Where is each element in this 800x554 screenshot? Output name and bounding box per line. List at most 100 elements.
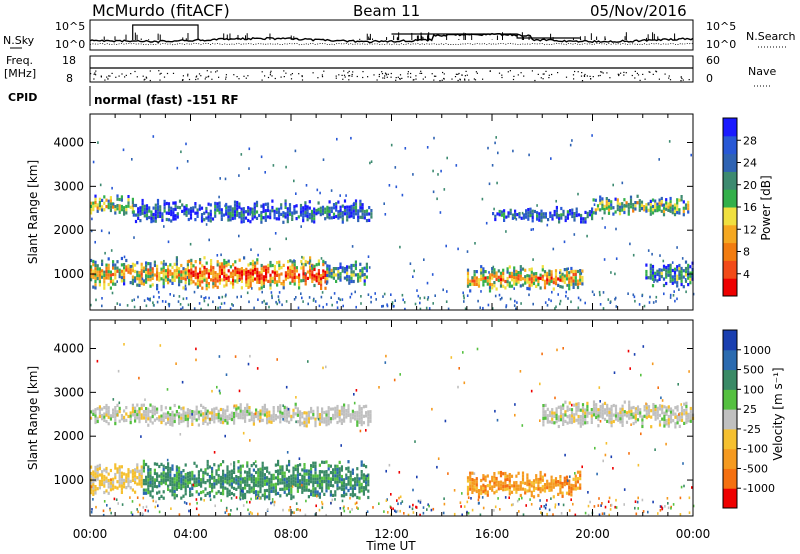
scatter-echo (419, 301, 421, 305)
echo-cell (123, 266, 126, 270)
scatter-echo (276, 302, 278, 306)
echo-cell (582, 220, 585, 224)
echo-cell (277, 214, 281, 218)
echo-cell (335, 208, 338, 212)
echo-cell (282, 279, 285, 283)
echo-cell (495, 287, 498, 291)
echo-cell (273, 268, 276, 272)
echo-cell (143, 211, 146, 215)
echo-cell (566, 210, 569, 214)
nave-dot (208, 75, 210, 77)
echo-cell (189, 412, 192, 416)
echo-cell (286, 207, 289, 211)
echo-cell (473, 478, 476, 483)
echo-cell (140, 269, 143, 273)
echo-cell (216, 263, 219, 267)
echo-cell (565, 475, 569, 479)
nave-dot (415, 78, 417, 80)
echo-cell (296, 464, 299, 468)
echo-cell (233, 418, 236, 422)
echo-cell (237, 406, 240, 410)
echo-cell (237, 485, 240, 489)
nave-dot (351, 75, 353, 77)
echo-cell (118, 481, 121, 485)
echo-cell (252, 484, 255, 488)
echo-cell (565, 267, 569, 271)
echo-cell (660, 268, 663, 272)
scatter-echo (253, 306, 255, 310)
scatter-echo (649, 295, 651, 299)
echo-cell (326, 273, 329, 278)
echo-cell (519, 481, 522, 485)
echo-cell (129, 414, 132, 418)
echo-cell (283, 409, 286, 413)
echo-cell (98, 283, 101, 287)
echo-cell (599, 414, 602, 418)
echo-cell (263, 495, 266, 499)
echo-cell (228, 413, 231, 417)
echo-cell (628, 403, 631, 407)
echo-cell (277, 472, 280, 476)
echo-cell (224, 415, 227, 419)
echo-cell (116, 486, 119, 490)
echo-cell (279, 417, 282, 421)
echo-cell (287, 260, 290, 264)
echo-cell (535, 474, 538, 478)
echo-cell (98, 204, 101, 208)
echo-cell (190, 271, 193, 275)
echo-cell (131, 275, 134, 279)
echo-cell (114, 466, 117, 470)
echo-cell (159, 205, 162, 209)
echo-cell (662, 264, 666, 268)
nave-dot (216, 70, 218, 72)
echo-cell (180, 486, 183, 491)
echo-cell (326, 267, 329, 271)
echo-cell (594, 211, 597, 215)
echo-cell (595, 406, 598, 410)
echo-cell (577, 421, 580, 425)
nave-dot (142, 75, 144, 77)
nave-dot (642, 73, 644, 75)
scatter-echo (209, 498, 212, 501)
y-tick-label: 3000 (53, 385, 84, 399)
echo-cell (262, 284, 265, 288)
echo-cell (645, 406, 648, 410)
scatter-echo (285, 385, 288, 389)
echo-cell (627, 212, 630, 216)
echo-cell (206, 466, 209, 470)
echo-cell (310, 406, 313, 411)
nave-dot (639, 79, 641, 81)
echo-cell (621, 205, 624, 209)
nave-dot (187, 73, 189, 75)
echo-cell (220, 211, 223, 215)
echo-cell (90, 201, 93, 205)
scatter-echo (521, 496, 523, 500)
scatter-echo (383, 292, 386, 296)
echo-cell (629, 202, 633, 206)
echo-cell (90, 268, 93, 272)
echo-cell (184, 463, 187, 467)
scatter-echo (496, 181, 498, 185)
echo-cell (241, 486, 244, 491)
echo-cell (140, 475, 143, 479)
scatter-echo (349, 496, 351, 500)
echo-cell (240, 273, 243, 277)
echo-cell (195, 480, 198, 484)
echo-cell (244, 419, 247, 423)
scatter-echo (518, 510, 520, 513)
echo-cell (323, 460, 326, 464)
echo-cell (250, 418, 253, 422)
echo-cell (527, 214, 530, 218)
echo-cell (356, 420, 359, 424)
scatter-echo (241, 489, 243, 493)
echo-cell (299, 210, 303, 214)
nave-dot (182, 79, 184, 81)
echo-cell (208, 491, 211, 495)
echo-cell (178, 206, 182, 210)
echo-cell (665, 422, 668, 426)
scatter-echo (395, 185, 398, 189)
echo-cell (109, 270, 112, 274)
scatter-echo (520, 302, 522, 305)
echo-cell (350, 263, 353, 268)
echo-cell (217, 467, 220, 471)
